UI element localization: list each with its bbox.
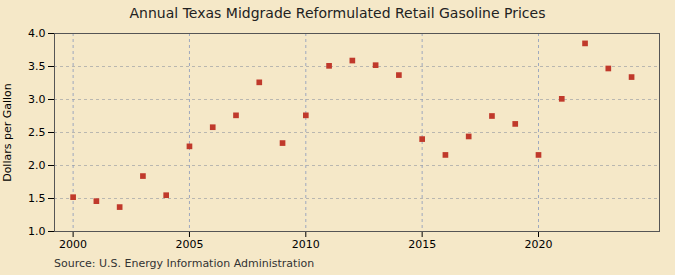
svg-text:2000: 2000 <box>59 238 87 251</box>
svg-text:2005: 2005 <box>175 238 203 251</box>
svg-text:1.0: 1.0 <box>28 225 46 238</box>
svg-text:2.0: 2.0 <box>28 159 46 172</box>
svg-text:Dollars per Gallon: Dollars per Gallon <box>1 83 14 182</box>
svg-text:1.5: 1.5 <box>28 192 46 205</box>
svg-text:4.0: 4.0 <box>28 27 46 40</box>
svg-text:3.5: 3.5 <box>28 60 46 73</box>
svg-text:3.0: 3.0 <box>28 93 46 106</box>
html-text:Annual Texas Midgrade Reformul: Annual Texas Midgrade Reformulated Retai… <box>129 5 546 21</box>
html-text:Source: U.S. Energy Informatio: Source: U.S. Energy Information Administ… <box>54 257 315 270</box>
svg-text:2010: 2010 <box>292 238 320 251</box>
svg-text:2020: 2020 <box>525 238 553 251</box>
svg-text:2015: 2015 <box>408 238 436 251</box>
svg-text:2.5: 2.5 <box>28 126 46 139</box>
